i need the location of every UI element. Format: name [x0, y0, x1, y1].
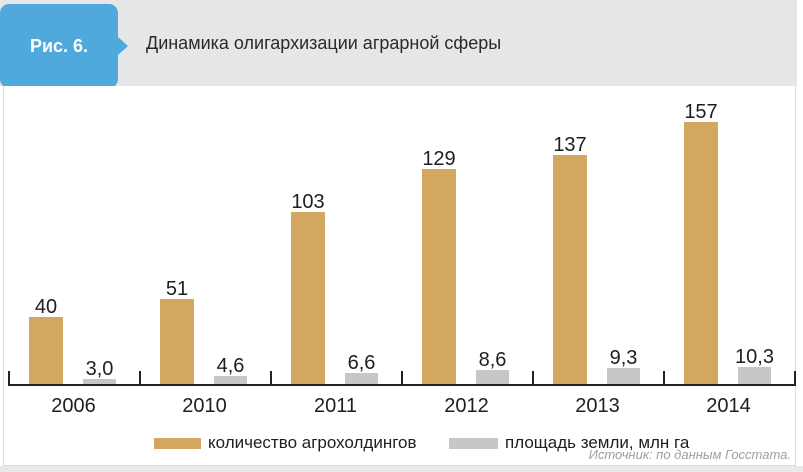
legend-label-land-area: площадь земли, млн га	[505, 433, 690, 452]
x-axis-tick-4	[532, 371, 534, 386]
figure-header: Динамика олигархизации аграрной сферы	[0, 0, 797, 86]
value-label-series1-2014: 10,3	[735, 346, 774, 368]
value-label-series0-2011: 103	[291, 191, 325, 213]
category-label-2006: 2006	[51, 395, 96, 417]
value-label-series0-2006: 40	[34, 296, 58, 318]
bar-series0-2010	[160, 299, 194, 384]
bar-series0-2013	[553, 155, 587, 384]
legend-label-agroholdings: количество агрохолдингов	[208, 433, 417, 452]
category-label-2011: 2011	[313, 395, 357, 417]
value-label-series1-2011: 6,6	[347, 352, 376, 374]
legend-item-land-area: площадь земли, млн га	[449, 433, 689, 453]
figure-title: Динамика олигархизации аграрной сферы	[146, 33, 502, 53]
bar-series0-2006	[29, 317, 63, 384]
value-label-series1-2006: 3,0	[85, 358, 114, 380]
source-note: Источник: по данным Госстата.	[588, 447, 791, 462]
x-axis-tick-6	[794, 371, 796, 386]
figure-badge-label: Рис. 6.	[29, 36, 89, 56]
value-label-series0-2010: 51	[165, 278, 189, 300]
x-axis-tick-5	[663, 371, 665, 386]
value-label-series0-2013: 137	[553, 134, 587, 156]
legend-swatch-land-area	[449, 437, 498, 449]
category-label-2010: 2010	[182, 395, 227, 417]
legend-item-agroholdings: количество агрохолдингов	[154, 433, 417, 453]
value-label-series0-2014: 157	[684, 101, 718, 123]
category-label-2012: 2012	[444, 395, 489, 417]
x-axis-tick-1	[139, 371, 141, 386]
legend-swatch-agroholdings	[154, 437, 201, 449]
bar-series0-2014	[684, 122, 718, 384]
badge-arrow-icon	[118, 37, 128, 55]
bar-series1-2013	[607, 368, 640, 384]
value-label-series1-2013: 9,3	[609, 347, 638, 369]
footer-strip	[0, 466, 803, 472]
bar-series1-2006	[83, 379, 116, 384]
bar-series1-2012	[476, 370, 509, 384]
bar-series1-2010	[214, 376, 247, 384]
chart-panel: 2006 40 3,0 2010 51 4,6 2011 103 6,6 2012 129 8,6 20…	[3, 86, 796, 466]
x-axis-tick-3	[401, 371, 403, 386]
value-label-series1-2010: 4,6	[216, 355, 245, 377]
x-axis-tick-2	[270, 371, 272, 386]
x-axis-tick-0	[8, 371, 10, 386]
bar-series1-2014	[738, 367, 771, 384]
figure-badge: Рис. 6.	[0, 4, 118, 88]
plot-area: 2006 40 3,0 2010 51 4,6 2011 103 6,6 2012 129 8,6 20…	[4, 86, 796, 465]
value-label-series0-2012: 129	[422, 148, 456, 170]
bar-series1-2011	[345, 373, 378, 384]
value-label-series1-2012: 8,6	[478, 349, 507, 371]
category-label-2014: 2014	[706, 395, 751, 417]
bar-series0-2012	[422, 169, 456, 384]
category-label-2013: 2013	[575, 395, 620, 417]
bar-series0-2011	[291, 212, 325, 384]
